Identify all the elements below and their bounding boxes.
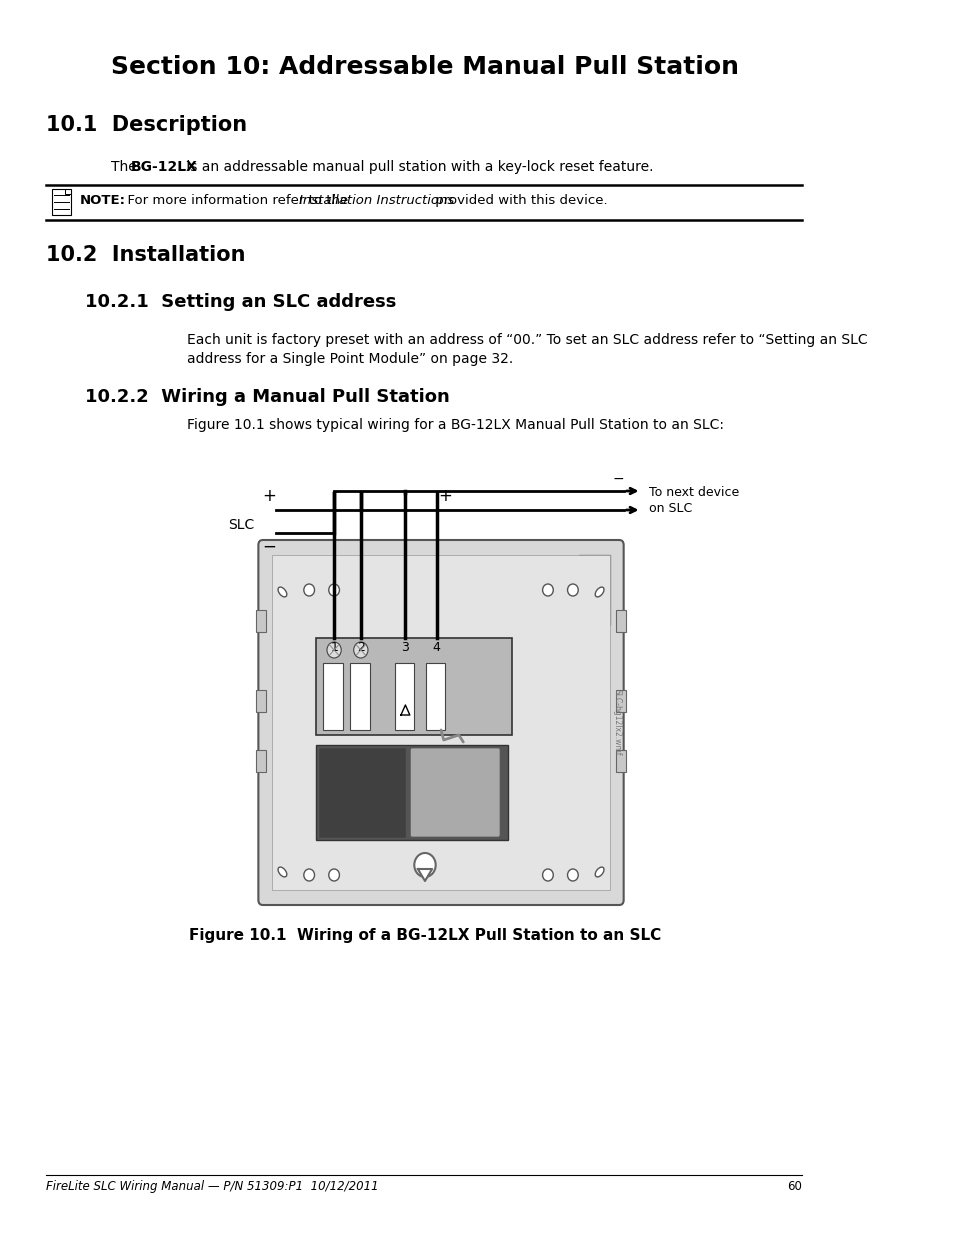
FancyBboxPatch shape [258, 540, 623, 905]
Text: SLC-bg12lx2.wmf: SLC-bg12lx2.wmf [612, 689, 620, 756]
Circle shape [542, 584, 553, 597]
Text: 4: 4 [432, 641, 440, 655]
Circle shape [303, 869, 314, 881]
Text: FireLite SLC Wiring Manual — P/N 51309:P1  10/12/2011: FireLite SLC Wiring Manual — P/N 51309:P… [47, 1179, 378, 1193]
Circle shape [354, 642, 368, 658]
Text: 1: 1 [330, 641, 337, 655]
Text: −: − [612, 472, 623, 487]
Circle shape [542, 869, 553, 881]
Text: +: + [438, 487, 452, 505]
Ellipse shape [277, 587, 287, 597]
FancyBboxPatch shape [615, 750, 626, 772]
FancyBboxPatch shape [615, 610, 626, 632]
Text: Each unit is factory preset with an address of “00.” To set an SLC address refer: Each unit is factory preset with an addr… [187, 333, 867, 347]
Text: To next device
on SLC: To next device on SLC [648, 487, 738, 515]
FancyBboxPatch shape [350, 663, 370, 730]
Text: Figure 10.1 shows typical wiring for a BG-12LX Manual Pull Station to an SLC:: Figure 10.1 shows typical wiring for a B… [187, 417, 723, 432]
FancyBboxPatch shape [323, 663, 343, 730]
Text: is an addressable manual pull station with a key-lock reset feature.: is an addressable manual pull station wi… [182, 161, 653, 174]
Text: BG-12LX: BG-12LX [131, 161, 197, 174]
Text: For more information refer to the: For more information refer to the [119, 194, 353, 207]
FancyBboxPatch shape [316, 638, 512, 735]
FancyBboxPatch shape [272, 555, 610, 890]
Text: Figure 10.1  Wiring of a BG-12LX Pull Station to an SLC: Figure 10.1 Wiring of a BG-12LX Pull Sta… [189, 927, 660, 944]
Text: −: − [262, 538, 276, 556]
Text: 10.1  Description: 10.1 Description [47, 115, 247, 135]
FancyBboxPatch shape [316, 745, 507, 840]
Text: 60: 60 [786, 1179, 801, 1193]
Text: 2: 2 [356, 641, 364, 655]
FancyBboxPatch shape [615, 690, 626, 713]
FancyBboxPatch shape [255, 610, 266, 632]
FancyBboxPatch shape [425, 663, 445, 730]
FancyBboxPatch shape [578, 555, 610, 625]
Text: Installation Instructions: Installation Instructions [299, 194, 455, 207]
Text: SLC: SLC [228, 517, 253, 532]
Circle shape [329, 584, 339, 597]
Circle shape [567, 869, 578, 881]
FancyBboxPatch shape [255, 750, 266, 772]
FancyBboxPatch shape [51, 189, 71, 215]
Circle shape [303, 584, 314, 597]
FancyBboxPatch shape [255, 690, 266, 713]
FancyBboxPatch shape [318, 748, 405, 837]
Ellipse shape [595, 867, 603, 877]
Text: 10.2.2  Wiring a Manual Pull Station: 10.2.2 Wiring a Manual Pull Station [85, 388, 449, 406]
Text: +: + [262, 487, 276, 505]
Polygon shape [417, 869, 432, 881]
Text: 3: 3 [401, 641, 409, 655]
Text: The: The [112, 161, 141, 174]
Ellipse shape [595, 587, 603, 597]
Text: 10.2  Installation: 10.2 Installation [47, 245, 246, 266]
Text: address for a Single Point Module” on page 32.: address for a Single Point Module” on pa… [187, 352, 513, 366]
Circle shape [567, 584, 578, 597]
Ellipse shape [277, 867, 287, 877]
Text: provided with this device.: provided with this device. [431, 194, 607, 207]
Text: NOTE:: NOTE: [80, 194, 126, 207]
FancyBboxPatch shape [410, 748, 499, 837]
Text: 10.2.1  Setting an SLC address: 10.2.1 Setting an SLC address [85, 293, 395, 311]
Circle shape [414, 853, 436, 877]
Text: Section 10: Addressable Manual Pull Station: Section 10: Addressable Manual Pull Stat… [111, 56, 739, 79]
FancyBboxPatch shape [395, 663, 414, 730]
Circle shape [329, 869, 339, 881]
Circle shape [327, 642, 341, 658]
